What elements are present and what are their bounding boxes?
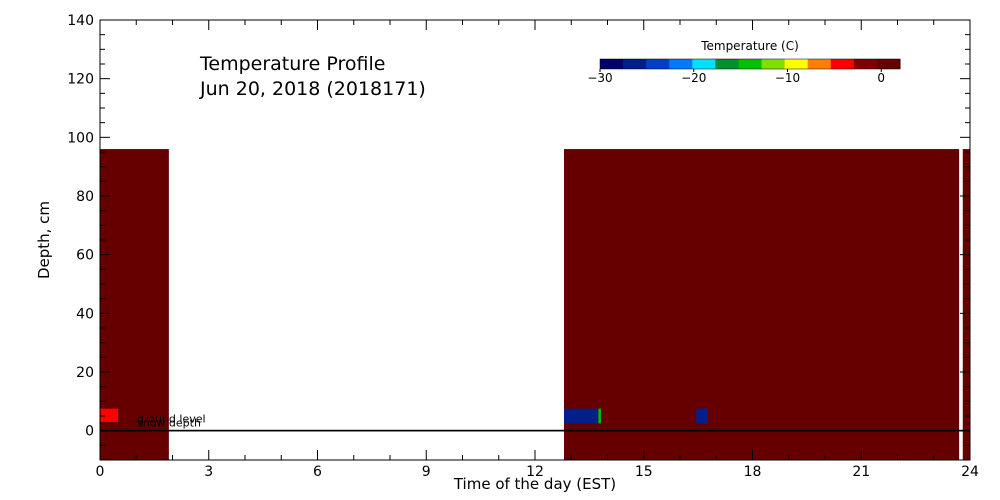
y-tick-label-3: 60 bbox=[76, 248, 94, 264]
y-tick-label-2: 40 bbox=[76, 306, 94, 322]
heatmap-cell-5 bbox=[598, 408, 601, 424]
colorbar-tick-label-3: 0 bbox=[877, 71, 885, 85]
colorbar-swatch-8 bbox=[784, 59, 809, 69]
reference-label-1: snow depth bbox=[137, 417, 201, 430]
x-tick-label-4: 12 bbox=[526, 464, 544, 480]
colorbar-swatch-1 bbox=[623, 59, 647, 69]
chart-title: Temperature Profile bbox=[199, 53, 385, 75]
colorbar-swatch-7 bbox=[761, 59, 786, 69]
colorbar-swatch-2 bbox=[646, 59, 670, 69]
colorbar-swatch-6 bbox=[738, 59, 763, 69]
x-tick-label-8: 24 bbox=[961, 464, 979, 480]
colorbar-swatch-9 bbox=[807, 59, 832, 69]
y-tick-label-6: 120 bbox=[67, 72, 94, 88]
heatmap-cell-0 bbox=[100, 149, 169, 461]
x-tick-label-5: 15 bbox=[635, 464, 653, 480]
heatmap-cells bbox=[100, 149, 970, 461]
y-tick-label-0: 0 bbox=[85, 424, 94, 440]
axis-ticks: 0 3 6 9 12 15 18 21 24 0 20 40 60 80 100 120 140 bbox=[67, 13, 979, 480]
colorbar-swatch-11 bbox=[853, 59, 878, 69]
colorbar-swatch-10 bbox=[830, 59, 855, 69]
colorbar-swatch-4 bbox=[692, 59, 716, 69]
colorbar-swatch-12 bbox=[876, 59, 901, 69]
heatmap-cell-6 bbox=[696, 408, 708, 424]
heatmap-cell-1 bbox=[100, 408, 119, 422]
colorbar: Temperature (C) −30 −20 −10 0 bbox=[587, 39, 901, 85]
colorbar-tick-label-2: −10 bbox=[775, 71, 800, 85]
heatmap-cell-2 bbox=[564, 149, 960, 461]
y-axis-label: Depth, cm bbox=[35, 201, 53, 279]
y-tick-label-5: 100 bbox=[67, 130, 94, 146]
x-axis-label: Time of the day (EST) bbox=[453, 475, 616, 493]
colorbar-swatches bbox=[599, 58, 901, 70]
y-tick-label-4: 80 bbox=[76, 189, 94, 205]
colorbar-frame bbox=[599, 58, 901, 70]
colorbar-swatch-5 bbox=[715, 59, 739, 69]
reference-label-0: ground level bbox=[137, 413, 206, 426]
x-tick-label-0: 0 bbox=[96, 464, 105, 480]
colorbar-swatch-3 bbox=[669, 59, 693, 69]
colorbar-ticks: −30 −20 −10 0 bbox=[587, 69, 885, 85]
x-tick-label-3: 9 bbox=[422, 464, 431, 480]
heatmap-cell-3 bbox=[962, 149, 970, 461]
colorbar-tick-label-0: −30 bbox=[587, 71, 612, 85]
x-tick-label-2: 6 bbox=[313, 464, 322, 480]
x-tick-label-7: 21 bbox=[852, 464, 870, 480]
colorbar-tick-label-1: −20 bbox=[681, 71, 706, 85]
x-tick-label-1: 3 bbox=[204, 464, 213, 480]
colorbar-swatch-0 bbox=[600, 59, 624, 69]
chart-subtitle: Jun 20, 2018 (2018171) bbox=[199, 78, 426, 100]
x-tick-label-6: 18 bbox=[744, 464, 762, 480]
colorbar-title: Temperature (C) bbox=[700, 39, 799, 53]
y-tick-label-7: 140 bbox=[67, 13, 94, 29]
y-tick-label-1: 20 bbox=[76, 365, 94, 381]
heatmap-cell-4 bbox=[564, 408, 599, 424]
